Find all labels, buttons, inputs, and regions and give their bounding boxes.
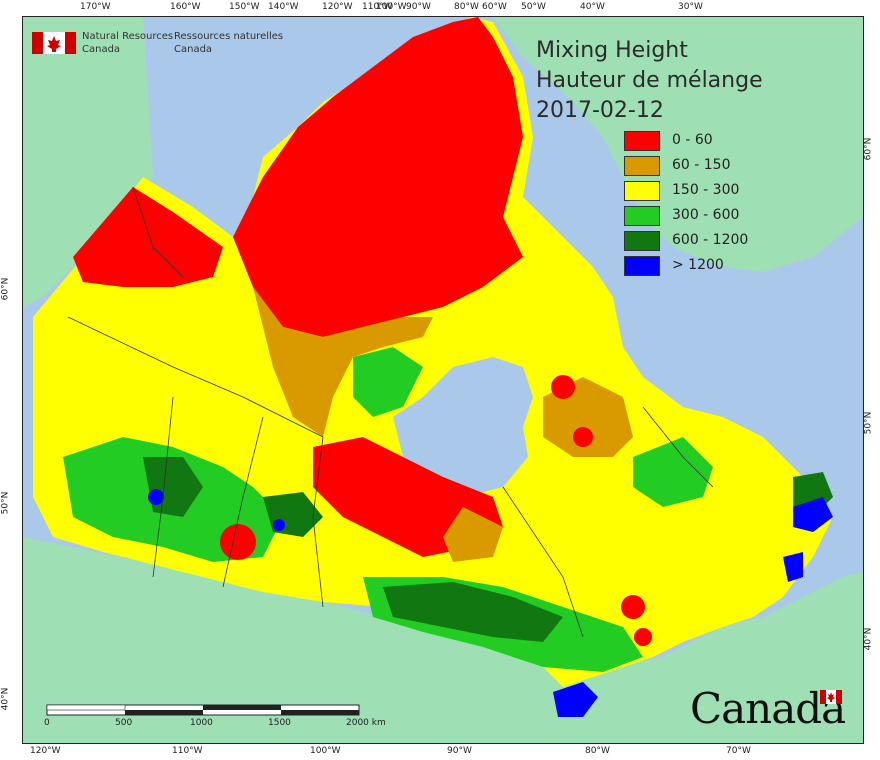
greenland-landmass <box>493 17 863 272</box>
tick-bottom: 80°W <box>585 746 610 756</box>
map-canvas <box>22 16 864 744</box>
province-boundary <box>67 186 714 638</box>
arctic-red-zone <box>233 17 523 337</box>
red-spot <box>573 427 593 447</box>
yukon-red-zone <box>73 187 223 287</box>
blue-zone-nova-scotia <box>783 552 803 582</box>
title-english: Mixing Height <box>536 38 688 63</box>
tick-right: 40°N <box>863 627 874 651</box>
canada-flag-icon <box>32 32 76 54</box>
blue-zone-newfoundland <box>793 497 833 532</box>
scale-label: 2000 km <box>346 718 386 728</box>
legend-item: 150 - 300 <box>624 181 784 201</box>
green-zone-hudson-east <box>353 347 423 417</box>
wordmark-flag-icon <box>820 690 842 704</box>
red-spot <box>220 524 256 560</box>
legend-swatch <box>624 181 660 201</box>
tick-top: 90°W <box>406 2 431 12</box>
blue-zone-great-lakes <box>553 682 598 717</box>
tick-top: 120°W <box>322 2 353 12</box>
tick-top: 110°W <box>362 2 393 12</box>
legend-item: 0 - 60 <box>624 131 784 151</box>
blue-zone-saskatchewan <box>273 519 285 531</box>
tick-left: 60°N <box>0 277 11 301</box>
agency-english-line2: Canada <box>82 44 121 55</box>
map-drawing <box>23 17 863 743</box>
agency-french-line2: Canada <box>174 44 213 55</box>
red-spot <box>634 628 652 646</box>
tick-bottom: 70°W <box>726 746 751 756</box>
title-french: Hauteur de mélange <box>536 68 763 93</box>
map-title: Mixing Height Hauteur de mélange 2017-02… <box>536 36 763 126</box>
legend-swatch <box>624 256 660 276</box>
darkgreen-zone-ontario <box>383 582 563 642</box>
legend-swatch <box>624 231 660 251</box>
tick-top: 50°W <box>521 2 546 12</box>
tick-bottom: 120°W <box>30 746 61 756</box>
blue-zone-alberta <box>148 489 164 505</box>
orange-zone-arctic-edge <box>253 287 433 437</box>
scale-label: 500 <box>115 718 133 728</box>
legend-swatch <box>624 206 660 226</box>
tick-top: 140°W <box>268 2 299 12</box>
agency-english-line1: Natural Resources <box>82 31 174 42</box>
tick-top: 40°W <box>580 2 605 12</box>
legend-item: 300 - 600 <box>624 206 784 226</box>
tick-left: 50°N <box>0 491 11 515</box>
scale-label: 1000 <box>190 718 213 728</box>
legend-label: 0 - 60 <box>672 132 713 148</box>
usa-landmass <box>23 537 863 743</box>
tick-bottom: 90°W <box>447 746 472 756</box>
legend-swatch <box>624 156 660 176</box>
scale-label: 1500 <box>268 718 291 728</box>
tick-left: 40°N <box>0 687 11 711</box>
tick-right: 60°N <box>863 137 874 161</box>
orange-zone-hudson-south <box>443 507 503 562</box>
red-spot <box>551 375 575 399</box>
tick-top: 60°W <box>482 2 507 12</box>
agency-name-english: Natural Resources Canada <box>82 30 173 56</box>
legend-swatch <box>624 131 660 151</box>
scale-label: 0 <box>44 718 50 728</box>
agency-french-line1: Ressources naturelles <box>174 31 284 42</box>
tick-top: 160°W <box>170 2 201 12</box>
tick-top: 80°W <box>454 2 479 12</box>
green-zone-quebec <box>633 437 713 507</box>
tick-top: 150°W <box>229 2 260 12</box>
legend-label: 60 - 150 <box>672 157 731 173</box>
tick-right: 50°N <box>863 411 874 435</box>
alaska-landmass <box>23 17 153 307</box>
tick-top: 100°W <box>376 2 407 12</box>
legend-label: > 1200 <box>672 257 724 273</box>
legend-label: 150 - 300 <box>672 182 740 198</box>
legend-item: 60 - 150 <box>624 156 784 176</box>
hudson-bay <box>393 357 533 497</box>
legend-label: 300 - 600 <box>672 207 740 223</box>
title-date: 2017-02-12 <box>536 98 664 123</box>
agency-name-french: Ressources naturelles Canada <box>174 30 283 56</box>
canada-wordmark: Canada <box>690 684 846 733</box>
legend-item: > 1200 <box>624 256 784 276</box>
scale-bar: 0 500 1000 1500 2000 km <box>44 704 386 734</box>
tick-top: 30°W <box>678 2 703 12</box>
legend-label: 600 - 1200 <box>672 232 749 248</box>
tick-bottom: 110°W <box>172 746 203 756</box>
tick-bottom: 100°W <box>310 746 341 756</box>
scale-bar-graphic <box>46 704 360 716</box>
red-spot <box>621 595 645 619</box>
tick-top: 170°W <box>80 2 111 12</box>
legend-item: 600 - 1200 <box>624 231 784 251</box>
